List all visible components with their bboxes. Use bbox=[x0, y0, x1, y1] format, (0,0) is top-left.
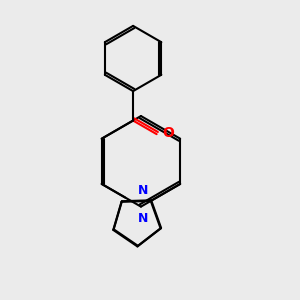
Text: O: O bbox=[162, 126, 174, 140]
Text: N: N bbox=[138, 184, 148, 197]
Text: N: N bbox=[138, 212, 148, 225]
